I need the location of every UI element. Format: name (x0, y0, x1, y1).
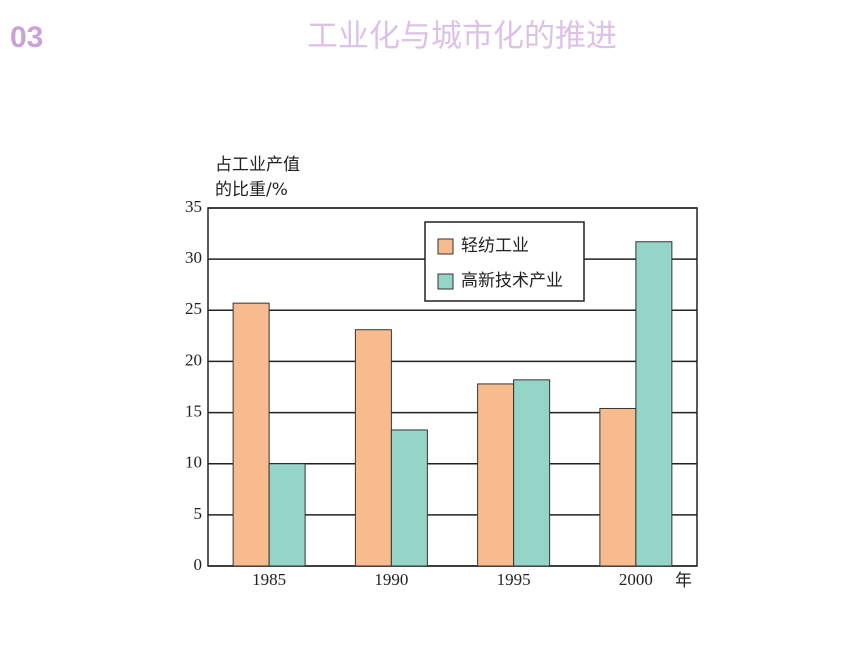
plot-frame (207, 207, 698, 567)
x-axis-label: 年 (675, 571, 692, 591)
bar (232, 302, 270, 567)
legend-swatch (437, 238, 454, 255)
bar (513, 379, 551, 567)
bar (354, 329, 392, 567)
y-tick-label: 20 (185, 350, 202, 369)
legend-swatch (437, 273, 454, 290)
legend-label: 高新技术产业 (461, 271, 563, 291)
y-tick-label: 30 (185, 248, 202, 267)
bar (477, 383, 515, 567)
y-tick-label: 10 (185, 453, 202, 472)
y-tick-label: 0 (194, 555, 203, 574)
bar (635, 241, 673, 567)
slide-title: 工业化与城市化的推进 (307, 19, 617, 55)
bar (599, 407, 637, 567)
y-axis-label: 的比重/% (215, 180, 288, 200)
legend-label: 轻纺工业 (461, 236, 529, 256)
y-axis-label: 占工业产值 (215, 155, 300, 175)
y-tick-label: 35 (185, 197, 202, 216)
x-tick-label: 2000 (619, 570, 653, 589)
y-tick-label: 15 (185, 401, 202, 420)
bar (390, 429, 428, 567)
y-tick-label: 25 (185, 299, 202, 318)
x-tick-label: 1985 (252, 570, 286, 589)
bar (268, 463, 306, 567)
slide-number: 03 (10, 21, 43, 54)
x-tick-label: 1995 (497, 570, 531, 589)
y-tick-label: 5 (194, 504, 203, 523)
x-tick-label: 1990 (374, 570, 408, 589)
